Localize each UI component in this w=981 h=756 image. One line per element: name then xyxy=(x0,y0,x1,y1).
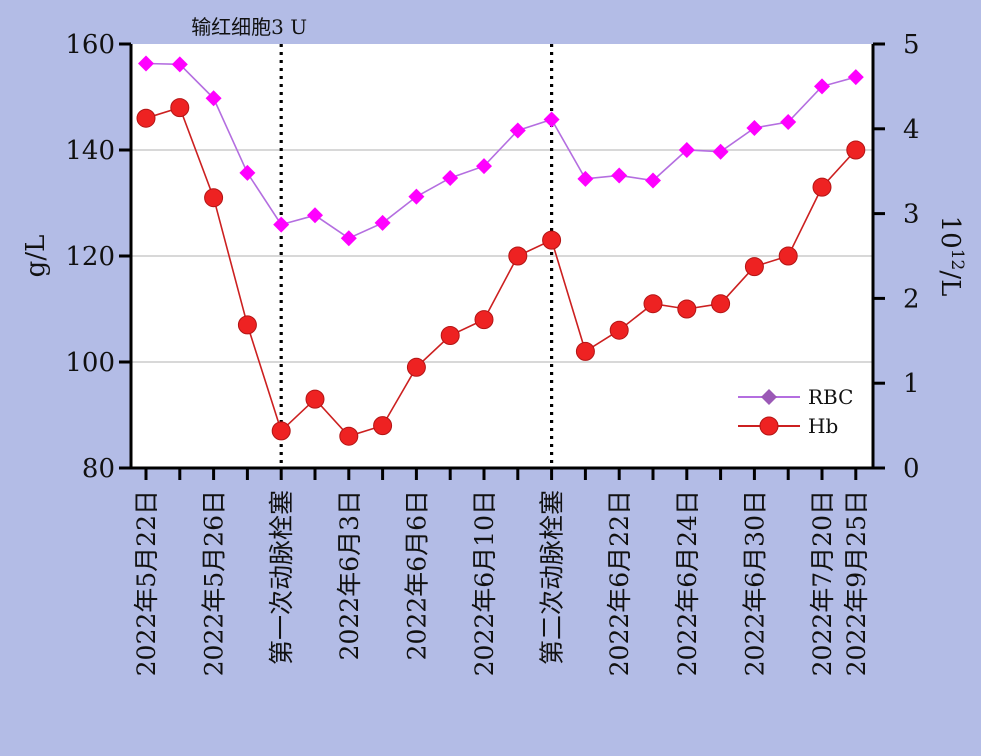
hb-point xyxy=(305,389,325,409)
rbc-point xyxy=(307,207,323,224)
hb-point xyxy=(474,310,494,330)
hb-point xyxy=(778,246,798,266)
rbc-point xyxy=(814,78,830,95)
rbc-point xyxy=(340,230,357,247)
hb-point xyxy=(237,315,257,335)
left-tick-label: 80 xyxy=(82,454,115,484)
right-tick-label: 1 xyxy=(903,369,920,399)
right-tick-label: 4 xyxy=(903,115,920,145)
rbc-point xyxy=(847,69,864,86)
rbc-point xyxy=(678,142,695,158)
right-axis-label: 1012/L xyxy=(935,216,967,297)
left-tick-label: 100 xyxy=(65,348,115,378)
rbc-point xyxy=(611,167,628,184)
right-axis-label-base: 10 xyxy=(935,216,965,249)
rbc-point xyxy=(645,172,661,189)
rbc-point xyxy=(374,214,391,231)
hb-point xyxy=(677,299,697,319)
x-tick-label: 2022年9月25日 xyxy=(842,490,871,676)
hb-point xyxy=(271,421,291,441)
left-axis-label: g/L xyxy=(21,235,51,278)
rbc-point xyxy=(273,216,290,233)
hb-point xyxy=(744,257,764,277)
x-tick-label: 2022年6月22日 xyxy=(605,490,634,676)
x-tick-label: 2022年6月10日 xyxy=(470,490,499,676)
rbc-point xyxy=(239,164,256,181)
annotation-label: 输红细胞3 U xyxy=(191,15,307,39)
x-tick-label: 第二次动脉栓塞 xyxy=(538,490,567,665)
series-line-hb xyxy=(145,106,857,438)
rbc-point xyxy=(476,158,492,175)
series-line-rbc xyxy=(145,62,857,240)
rbc-point xyxy=(408,188,425,205)
left-tick-label: 160 xyxy=(65,30,115,60)
annotation-lines xyxy=(279,44,554,468)
right-tick-label: 3 xyxy=(903,200,920,230)
hb-point xyxy=(339,426,359,446)
hb-point xyxy=(136,108,156,128)
rbc-point xyxy=(577,170,594,187)
x-tick-label: 2022年6月24日 xyxy=(673,490,702,676)
hb-point xyxy=(542,230,562,250)
series xyxy=(136,55,866,446)
x-tick-label: 2022年6月6日 xyxy=(402,490,431,660)
rbc-point xyxy=(171,56,188,73)
legend: RBC Hb xyxy=(738,385,853,438)
right-tick-label: 2 xyxy=(903,284,920,314)
legend-marker-hb xyxy=(759,416,779,436)
hb-point xyxy=(440,326,460,345)
hb-point xyxy=(846,140,866,160)
left-tick-label: 140 xyxy=(65,136,115,166)
hb-point xyxy=(609,320,629,340)
hb-point xyxy=(711,294,731,314)
x-tick-label: 2022年7月20日 xyxy=(808,490,837,676)
grid-lines xyxy=(131,149,873,363)
hb-point xyxy=(204,188,224,208)
hb-point xyxy=(812,177,832,197)
rbc-point xyxy=(205,90,222,107)
right-axis-label-exponent: 12 xyxy=(947,249,967,271)
x-tick-label: 2022年5月26日 xyxy=(200,490,229,676)
rbc-point xyxy=(712,143,729,160)
hb-point xyxy=(643,294,663,314)
rbc-point xyxy=(138,55,154,72)
rbc-point xyxy=(780,114,797,131)
rbc-point xyxy=(543,111,560,128)
rbc-point xyxy=(509,122,526,139)
hb-point xyxy=(170,98,190,118)
left-tick-label: 120 xyxy=(65,242,115,272)
hb-point xyxy=(575,341,595,361)
legend-marker-rbc xyxy=(761,389,777,405)
right-tick-label: 5 xyxy=(903,30,920,60)
axes xyxy=(119,42,885,480)
right-tick-label: 0 xyxy=(903,454,920,484)
hb-point xyxy=(373,416,393,436)
x-tick-label: 2022年6月30日 xyxy=(740,490,769,676)
x-tick-label: 2022年5月22日 xyxy=(132,490,161,676)
rbc-point xyxy=(442,169,459,186)
x-tick-label: 2022年6月3日 xyxy=(335,490,364,660)
x-tick-label: 第一次动脉栓塞 xyxy=(267,490,296,665)
hb-point xyxy=(508,246,528,266)
legend-label-hb: Hb xyxy=(808,414,838,438)
legend-label-rbc: RBC xyxy=(808,385,853,409)
hb-point xyxy=(406,357,426,377)
right-axis-label-unit: /L xyxy=(935,270,965,296)
rbc-point xyxy=(746,119,763,136)
